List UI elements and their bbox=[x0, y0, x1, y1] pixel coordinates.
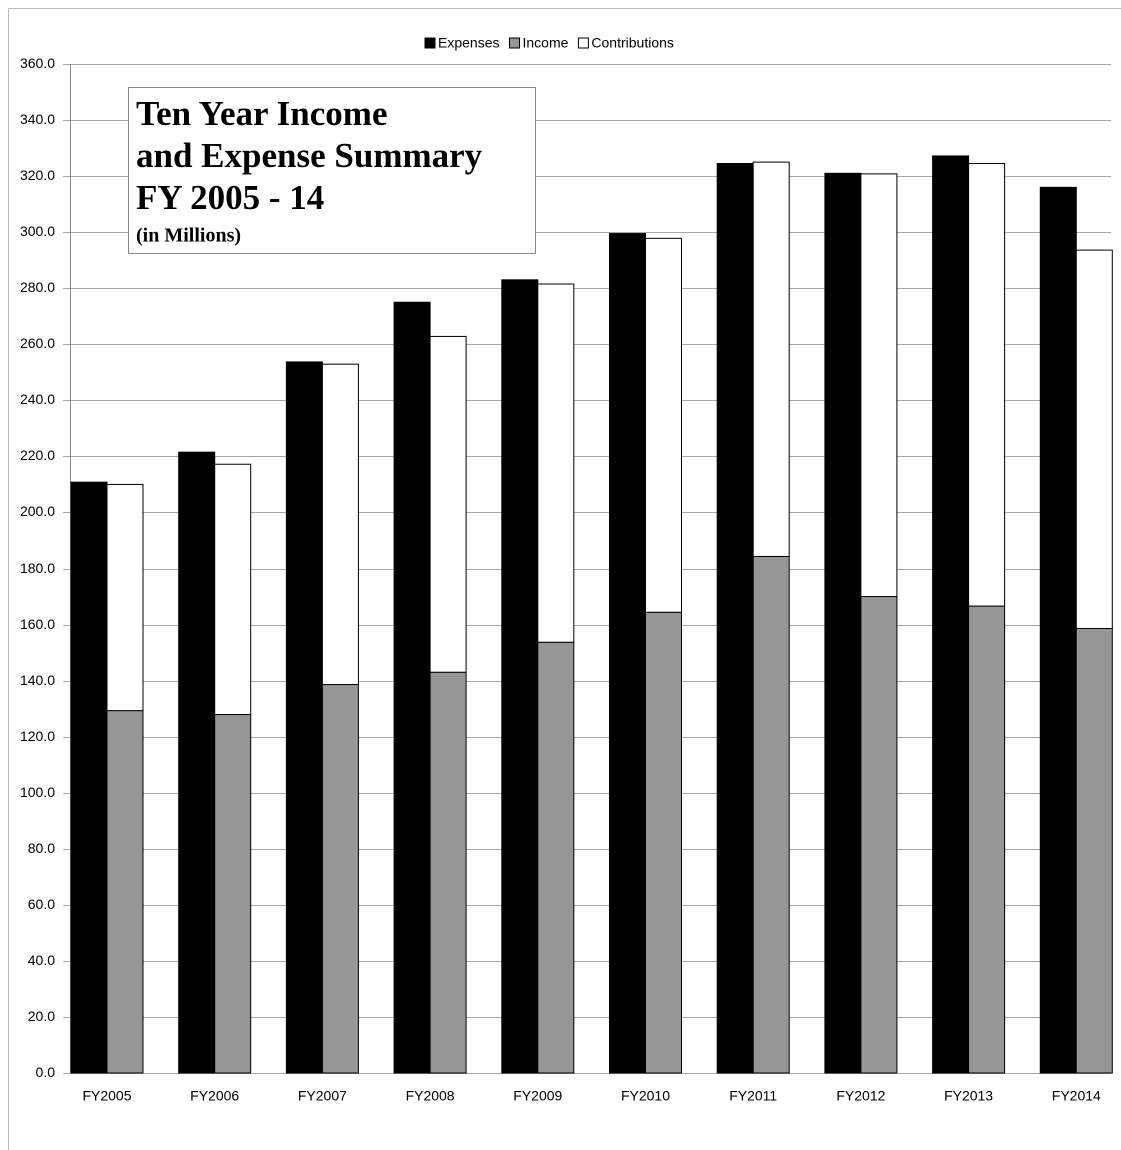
x-tick-label: FY2012 bbox=[836, 1088, 885, 1104]
bar bbox=[106, 483, 144, 712]
title-frame bbox=[128, 87, 536, 254]
bar bbox=[968, 162, 1006, 607]
y-tick-label: 280.0 bbox=[20, 279, 55, 295]
bar bbox=[645, 611, 682, 1074]
x-tick-label: FY2013 bbox=[944, 1088, 993, 1104]
plot-area: 0.0 20.0 40.0 60.0 80.0 100.0 120.0 140.0 160.0 1… bbox=[20, 55, 1113, 1104]
y-tick-label: 260.0 bbox=[20, 335, 55, 351]
bar bbox=[968, 605, 1006, 1074]
bar bbox=[285, 361, 323, 1074]
y-tick-label: 80.0 bbox=[28, 840, 55, 856]
y-tick-label: 200.0 bbox=[20, 503, 55, 519]
y-tick-label: 140.0 bbox=[20, 672, 55, 688]
y-tick-label: 220.0 bbox=[20, 447, 55, 463]
bar bbox=[1075, 627, 1113, 1074]
bar bbox=[860, 173, 898, 598]
y-tick-label: 0.0 bbox=[36, 1064, 56, 1080]
bar bbox=[716, 162, 754, 1074]
y-tick-label: 100.0 bbox=[20, 784, 55, 800]
title-box: Ten Year Income and Expense Summary FY 2… bbox=[128, 87, 536, 254]
y-tick-label: 120.0 bbox=[20, 728, 55, 744]
y-tick-label: 320.0 bbox=[20, 167, 55, 183]
bar bbox=[178, 451, 216, 1074]
x-tick-label: FY2014 bbox=[1052, 1088, 1101, 1104]
bar bbox=[1039, 186, 1077, 1074]
bar bbox=[429, 671, 467, 1074]
y-tick-label: 20.0 bbox=[28, 1008, 55, 1024]
chart-title: and Expense Summary bbox=[136, 136, 483, 175]
chart-subtitle: (in Millions) bbox=[136, 225, 241, 247]
legend-label: Contributions bbox=[591, 35, 674, 51]
bar bbox=[429, 335, 467, 673]
y-tick-label: 60.0 bbox=[28, 896, 55, 912]
bar bbox=[501, 279, 539, 1074]
x-tick-label: FY2005 bbox=[82, 1088, 131, 1104]
bar bbox=[70, 481, 108, 1074]
bar bbox=[537, 641, 575, 1074]
y-tick-label: 40.0 bbox=[28, 952, 55, 968]
y-tick-label: 160.0 bbox=[20, 616, 55, 632]
bar bbox=[214, 463, 252, 716]
bar bbox=[824, 172, 862, 1074]
legend-swatch bbox=[508, 37, 520, 49]
bar bbox=[752, 555, 790, 1074]
bar bbox=[860, 596, 898, 1074]
x-tick-label: FY2007 bbox=[298, 1088, 347, 1104]
bar bbox=[932, 155, 970, 1074]
x-tick-label: FY2009 bbox=[513, 1088, 562, 1104]
chart-title: Ten Year Income bbox=[136, 94, 387, 133]
legend-swatch bbox=[424, 37, 436, 49]
y-tick-label: 180.0 bbox=[20, 560, 55, 576]
bar bbox=[752, 161, 790, 557]
legend: Expenses Income Contributions bbox=[424, 35, 674, 51]
bar bbox=[537, 283, 575, 643]
bar bbox=[106, 710, 144, 1074]
y-tick-label: 340.0 bbox=[20, 111, 55, 127]
y-tick-label: 300.0 bbox=[20, 223, 55, 239]
bar bbox=[393, 301, 431, 1074]
y-tick-label: 360.0 bbox=[20, 55, 55, 71]
x-tick-label: FY2006 bbox=[190, 1088, 239, 1104]
legend-label: Income bbox=[522, 35, 568, 51]
legend-swatch bbox=[577, 37, 589, 49]
bar bbox=[1075, 249, 1113, 629]
bar bbox=[609, 233, 646, 1074]
bar bbox=[321, 363, 359, 686]
x-tick-label: FY2011 bbox=[729, 1088, 777, 1104]
x-tick-label: FY2010 bbox=[621, 1088, 670, 1104]
y-tick-label: 240.0 bbox=[20, 391, 55, 407]
bar bbox=[214, 714, 252, 1074]
x-tick-label: FY2008 bbox=[406, 1088, 455, 1104]
chart-title: FY 2005 - 14 bbox=[136, 178, 324, 217]
bar bbox=[321, 684, 359, 1074]
bar bbox=[645, 237, 682, 613]
legend-label: Expenses bbox=[438, 35, 499, 51]
